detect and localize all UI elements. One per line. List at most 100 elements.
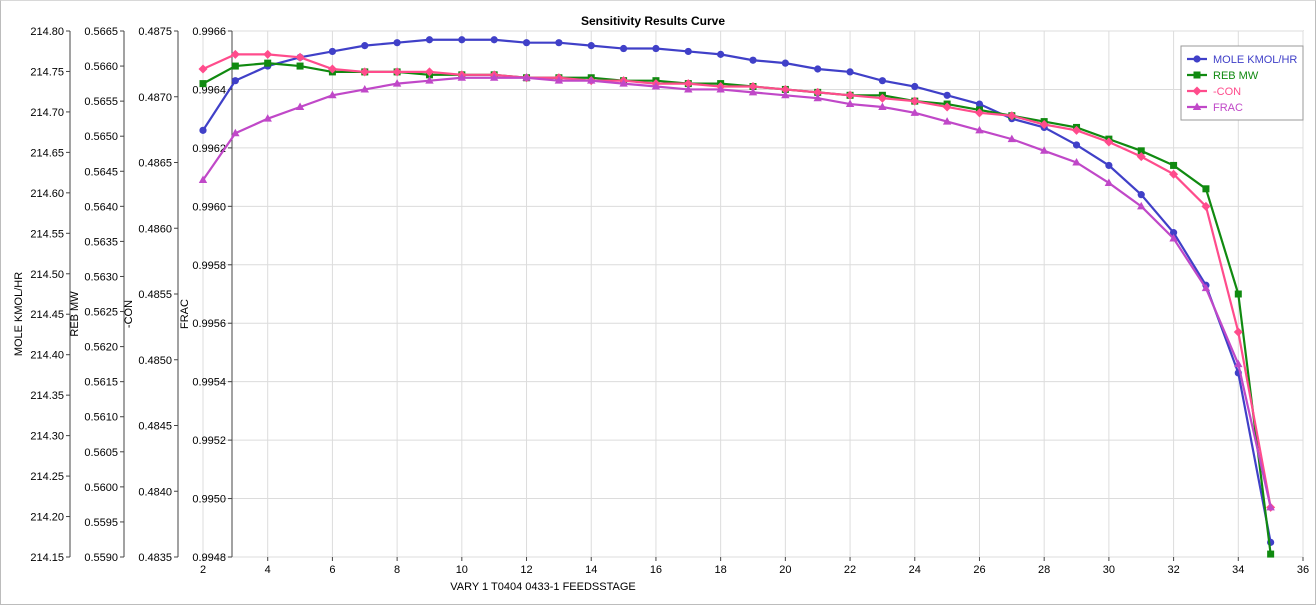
y-tick-label: 214.55 [30,228,64,240]
series-line [202,38,1272,543]
data-point [683,79,693,89]
data-point [1234,290,1242,298]
y-tick-label: 0.5620 [84,342,118,354]
legend-item[interactable]: FRAC [1187,102,1243,114]
data-point [1169,229,1178,237]
data-point [1201,201,1211,211]
data-point [748,87,758,96]
data-point [748,82,758,92]
y-tick-label: 0.9958 [192,260,226,272]
y-tick-label: 0.5615 [84,377,118,389]
y-tick-label: 214.40 [30,350,64,362]
legend-label: MOLE KMOL/HR [1213,54,1297,66]
data-point [1039,146,1049,154]
data-point [813,87,823,97]
data-point [845,99,855,108]
y-tick-label: 214.80 [30,26,64,38]
x-tick-label: 34 [1232,564,1244,576]
y-tick-label: 0.5650 [84,131,118,143]
data-point [1104,178,1114,186]
y-tick-label: 0.4875 [138,26,172,38]
chart-title: Sensitivity Results Curve [581,14,725,28]
data-point [942,102,952,112]
y-tick-label: 214.70 [30,107,64,119]
series-layer [198,36,1276,558]
data-point [296,62,304,70]
gridlines [202,30,1304,558]
x-tick-label: 12 [520,564,532,576]
x-tick-label: 2 [200,564,206,576]
x-tick-label: 18 [715,564,727,576]
data-point [198,64,208,74]
data-point [1072,125,1082,135]
data-point [1039,120,1049,130]
data-point [942,117,952,125]
legend-marker [1193,55,1201,63]
x-tick-label: 24 [909,564,921,576]
legend-marker [1193,71,1201,79]
y-tick-label: 0.9962 [192,143,226,155]
data-point [263,114,272,122]
y-tick-label: 214.30 [30,431,64,443]
y-tick-label: 0.5655 [84,96,118,108]
y-tick-label: 214.35 [30,390,64,402]
data-point [1234,359,1243,368]
data-point [199,126,207,134]
data-point [716,84,725,93]
data-point [619,79,628,87]
y-tick-label: 0.9956 [192,318,226,330]
y-tick-label: 214.45 [30,309,64,321]
y-tick-label: 0.5605 [84,447,118,459]
y-tick-label: 0.4840 [138,486,172,498]
series-line [202,53,1272,508]
y-tick-label: 214.20 [30,512,64,524]
series-line [202,76,1272,508]
data-point [392,67,402,77]
data-point [522,73,531,81]
data-point [295,102,305,110]
data-point [1202,185,1210,193]
data-point [263,49,273,59]
data-point [780,84,790,94]
data-point [425,36,434,44]
legend[interactable]: MOLE KMOL/HR REB MW -CON FRAC [1180,45,1304,121]
x-tick-label: 8 [394,564,400,576]
x-tick-label: 22 [844,564,856,576]
data-point [1267,550,1275,558]
data-point [392,79,402,87]
data-point [1137,191,1145,199]
data-point [975,100,984,108]
data-point [1266,502,1275,511]
data-point [651,82,661,90]
data-point [619,44,628,53]
data-point [231,77,239,85]
x-tick-label: 30 [1103,564,1115,576]
x-tick-label: 28 [1038,564,1050,576]
data-point [910,96,920,106]
y-tick-label: 0.9964 [192,84,226,96]
y-tick-label: 0.5590 [84,552,118,564]
data-point [587,76,596,84]
x-tick-label: 14 [585,564,597,576]
data-point [749,56,757,64]
x-axis-title: VARY 1 T0404 0433-1 FEEDSSTAGE [450,581,635,593]
y-tick-label: 0.9960 [192,201,226,213]
y-tick-label: 0.5635 [84,236,118,248]
legend-marker [1192,86,1202,96]
data-point [554,76,564,84]
legend-item[interactable]: REB MW [1187,70,1259,82]
y-tick-label: 0.5595 [84,517,118,529]
axes: 2 4 6 8 10 12 14 16 18 20 22 24 26 28 30 32 34 36214.8021… [13,26,1309,576]
y-tick-label: 0.5625 [84,307,118,319]
y-axis-title: FRAC [179,299,191,329]
data-point [1137,147,1145,155]
legend-item[interactable]: MOLE KMOL/HR [1187,54,1297,66]
data-point [781,59,789,67]
data-point [1105,161,1113,170]
data-point [555,39,563,47]
data-point [393,39,401,47]
y-tick-label: 0.5645 [84,166,118,178]
legend-item[interactable]: -CON [1187,86,1241,98]
data-point [328,47,337,56]
data-point [1104,137,1114,147]
